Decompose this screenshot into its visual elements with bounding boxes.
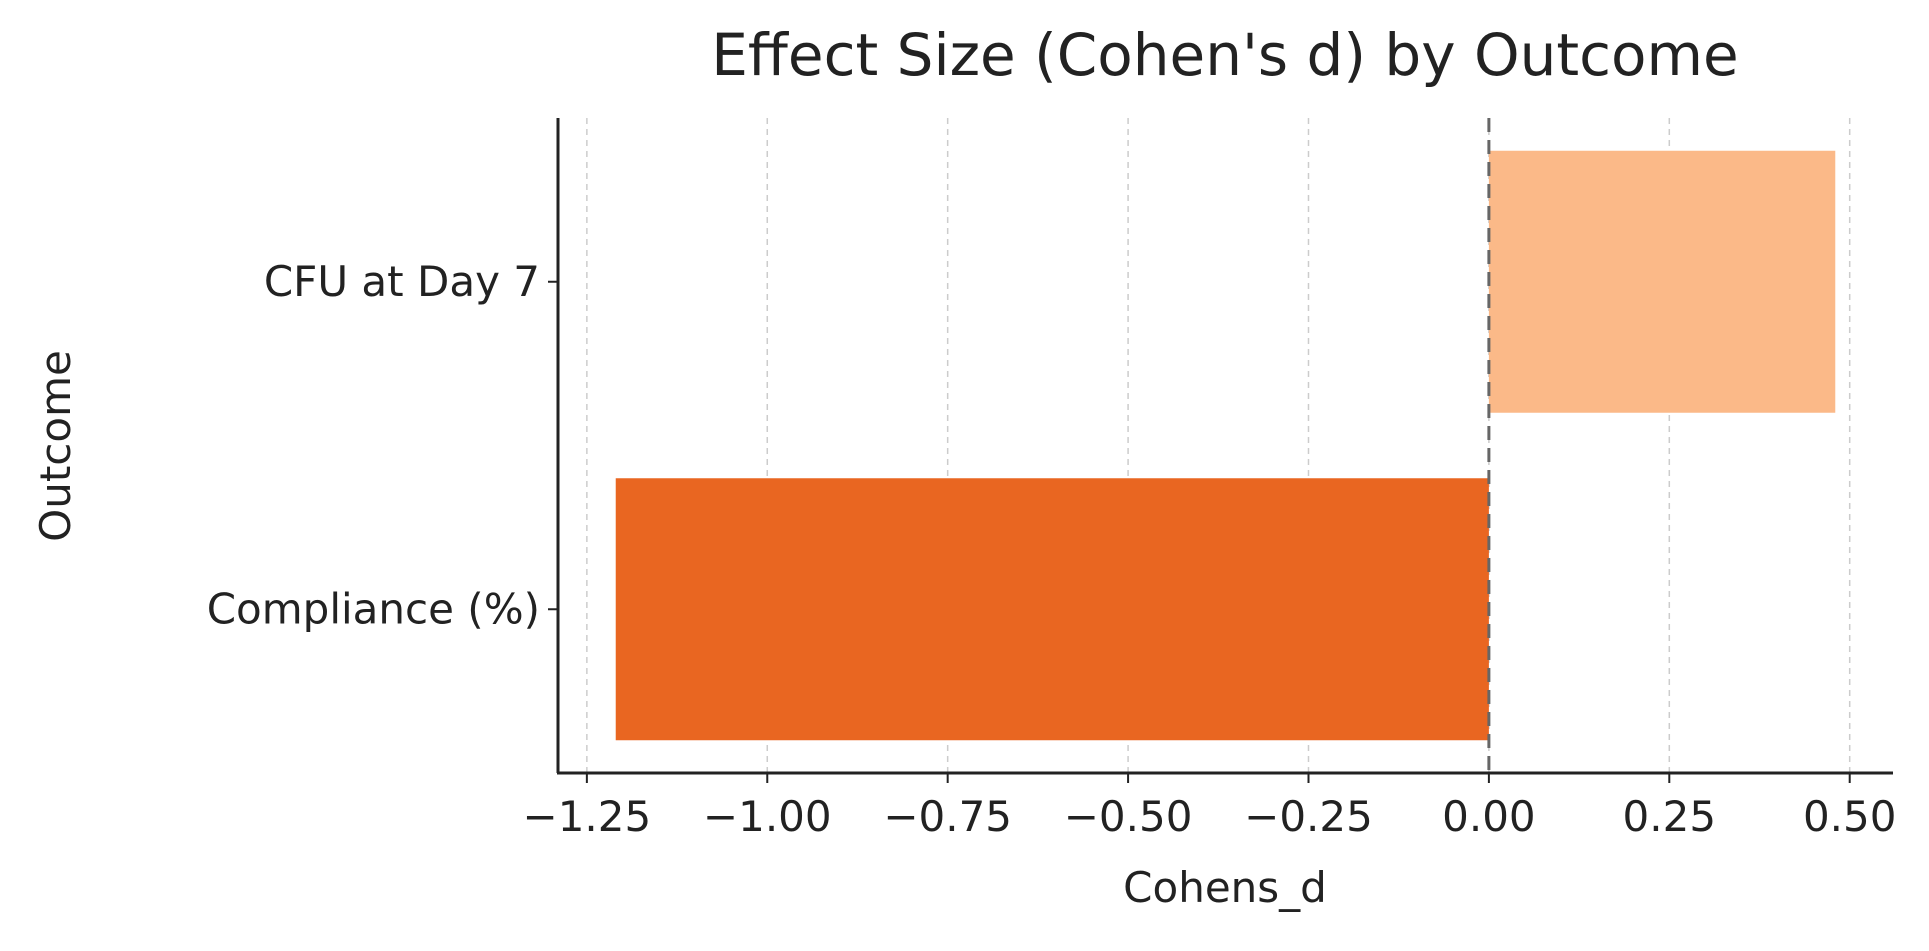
x-tick-label: −0.50 [1064, 792, 1193, 841]
x-tick-label: 0.25 [1623, 792, 1717, 841]
x-tick-label: −1.25 [523, 792, 652, 841]
x-ticks: −1.25 −1.00 −0.75 −0.50 −0.25 0.00 0.25 0.50 [523, 773, 1897, 841]
y-axis-label: Outcome [31, 350, 80, 542]
x-tick-label: 0.00 [1442, 792, 1536, 841]
bar [615, 478, 1489, 741]
x-tick-label: −0.75 [883, 792, 1012, 841]
chart-title: Effect Size (Cohen's d) by Outcome [711, 21, 1738, 89]
bars [615, 150, 1836, 741]
y-tick-label: CFU at Day 7 [264, 257, 540, 306]
x-tick-label: −0.25 [1244, 792, 1373, 841]
y-tick-label: Compliance (%) [207, 584, 540, 633]
x-tick-label: −1.00 [703, 792, 832, 841]
bar [1488, 150, 1836, 413]
y-ticks: CFU at Day 7 Compliance (%) [207, 257, 558, 633]
x-axis-label: Cohens_d [1123, 863, 1327, 912]
x-tick-label: 0.50 [1803, 792, 1897, 841]
